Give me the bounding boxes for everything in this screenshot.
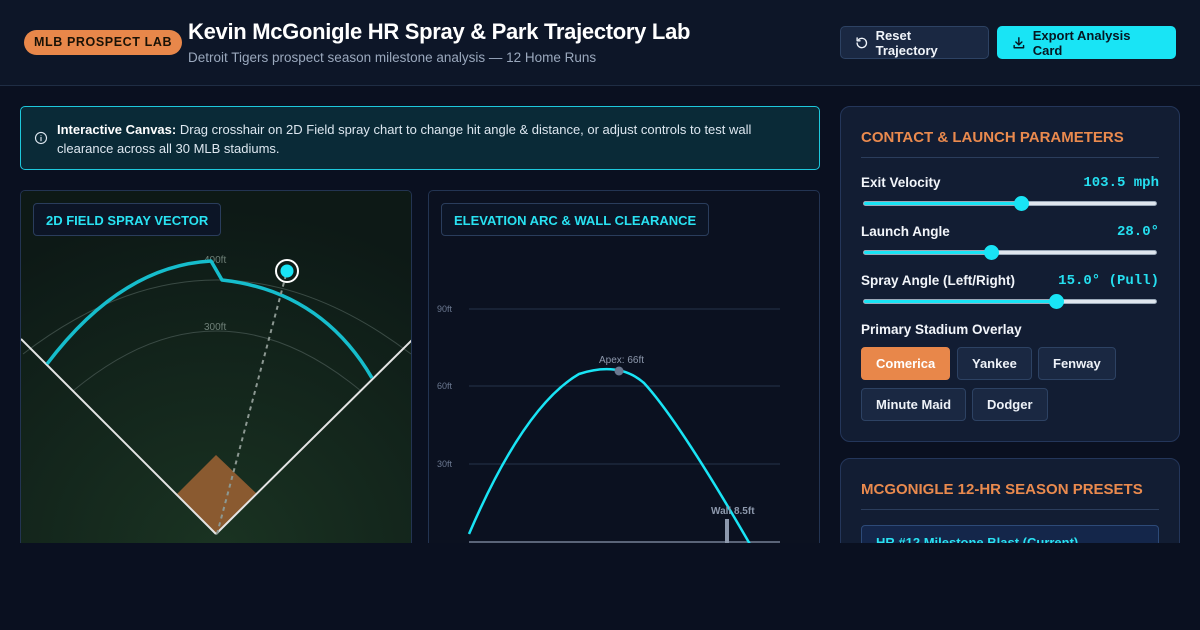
stadium-chip-minute-maid[interactable]: Minute Maid (861, 388, 967, 421)
field-spray-panel[interactable]: 2D FIELD SPRAY VECTOR 400ft 300ft (20, 190, 412, 550)
launch-angle-label: Launch Angle (861, 224, 950, 239)
divider (861, 157, 1159, 158)
app-header: MLB PROSPECT LAB Kevin McGonigle HR Spra… (0, 0, 1200, 86)
exit-velocity-thumb[interactable] (1013, 196, 1029, 211)
exit-velocity-fill (864, 202, 1022, 205)
info-text: Interactive Canvas: Drag crosshair on 2D… (57, 120, 807, 158)
prospect-lab-badge: MLB PROSPECT LAB (24, 30, 183, 55)
outfield-wall-post (725, 519, 729, 547)
spray-angle-slider[interactable] (863, 294, 1157, 309)
outfield-wall (45, 259, 374, 379)
stadium-chip-comerica[interactable]: Comerica (861, 347, 951, 380)
exit-velocity-slider[interactable] (863, 196, 1157, 211)
elevation-panel: ELEVATION ARC & WALL CLEARANCE 90ft 60ft… (428, 190, 820, 550)
y-tick-30: 30ft (437, 459, 453, 469)
page-title: Kevin McGonigle HR Spray & Park Trajecto… (188, 19, 691, 44)
stadium-chip-dodger[interactable]: Dodger (972, 388, 1048, 421)
distance-arc-400 (22, 279, 411, 355)
exit-velocity-value: 103.5 mph (1083, 175, 1159, 191)
contact-launch-title: CONTACT & LAUNCH PARAMETERS (861, 129, 1124, 146)
divider (861, 509, 1159, 510)
stadium-overlay-label: Primary Stadium Overlay (861, 322, 1022, 337)
apex-label: Apex: 66ft (599, 355, 644, 366)
spray-crosshair-ring[interactable] (275, 259, 299, 283)
launch-angle-slider[interactable] (863, 245, 1157, 260)
launch-angle-value: 28.0° (1116, 224, 1159, 240)
wall-height-label: Wall 8.5ft (711, 506, 755, 517)
elevation-panel-label: ELEVATION ARC & WALL CLEARANCE (441, 203, 710, 236)
field-spray-canvas[interactable]: 400ft 300ft (21, 191, 412, 550)
spray-angle-fill (864, 300, 1057, 303)
export-analysis-card-label: Export Analysis Card (1032, 27, 1131, 58)
reset-icon (856, 36, 868, 48)
info-lead: Interactive Canvas: (57, 122, 177, 137)
download-icon (1013, 36, 1025, 48)
info-body: Drag crosshair on 2D Field spray chart t… (57, 122, 752, 156)
exit-velocity-label: Exit Velocity (861, 175, 941, 190)
y-tick-60: 60ft (437, 381, 453, 391)
field-spray-panel-label: 2D FIELD SPRAY VECTOR (33, 203, 222, 236)
viewport-bottom (0, 543, 1200, 630)
left-foul-line (21, 338, 217, 535)
spray-angle-label: Spray Angle (Left/Right) (861, 273, 1015, 288)
spray-angle-thumb[interactable] (1048, 294, 1064, 309)
interactive-canvas-info-banner: Interactive Canvas: Drag crosshair on 2D… (20, 106, 820, 170)
reset-trajectory-button[interactable]: Reset Trajectory (840, 26, 989, 59)
reset-trajectory-label: Reset Trajectory (875, 27, 938, 58)
distance-label-300: 300ft (204, 322, 226, 333)
elevation-canvas: 90ft 60ft 30ft Apex: 66ft Wall 8.5ft (437, 304, 780, 547)
right-foul-line (215, 339, 411, 535)
season-presets-title: MCGONIGLE 12-HR SEASON PRESETS (861, 481, 1143, 498)
export-analysis-card-button[interactable]: Export Analysis Card (997, 26, 1176, 59)
stadium-chip-fenway[interactable]: Fenway (1038, 347, 1116, 380)
launch-angle-thumb[interactable] (984, 245, 1000, 260)
contact-launch-panel: CONTACT & LAUNCH PARAMETERS Exit Velocit… (840, 106, 1180, 442)
apex-marker (614, 366, 624, 376)
spray-angle-value: 15.0° (Pull) (1058, 273, 1159, 289)
info-icon (34, 131, 48, 145)
y-tick-90: 90ft (437, 304, 453, 314)
spray-vector-line (216, 270, 288, 535)
distance-arc-300 (72, 330, 362, 392)
distance-label-400: 400ft (204, 255, 226, 266)
launch-angle-fill (864, 251, 993, 254)
page-subtitle: Detroit Tigers prospect season milestone… (188, 50, 597, 65)
trajectory-arc (467, 367, 753, 547)
stadium-chip-yankee[interactable]: Yankee (957, 347, 1032, 380)
spray-crosshair-handle[interactable] (280, 264, 294, 278)
